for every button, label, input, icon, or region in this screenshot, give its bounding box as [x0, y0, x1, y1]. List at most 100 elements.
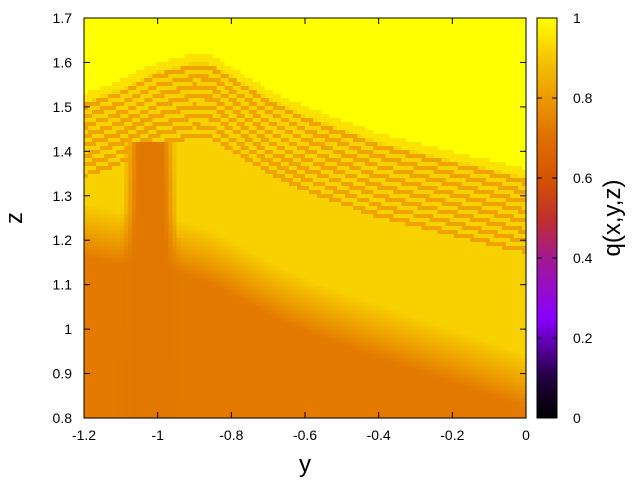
heatmap-cell — [268, 410, 274, 415]
heatmap-cell — [84, 214, 89, 219]
heatmap-cell — [188, 178, 194, 183]
heatmap-cell — [144, 142, 149, 147]
heatmap-cell — [244, 326, 250, 331]
heatmap-cell — [128, 50, 133, 55]
heatmap-cell — [208, 306, 214, 311]
heatmap-cell — [148, 42, 153, 47]
heatmap-cell — [128, 286, 133, 291]
heatmap-cell — [248, 50, 254, 55]
heatmap-cell — [188, 150, 194, 155]
heatmap-cell — [204, 250, 210, 255]
heatmap-cell — [212, 130, 218, 135]
heatmap-cell — [260, 266, 266, 271]
heatmap-cell — [264, 178, 270, 183]
heatmap-cell — [192, 22, 198, 27]
heatmap-cell — [276, 18, 282, 23]
heatmap-cell — [140, 110, 145, 115]
heatmap-cell — [148, 114, 153, 119]
heatmap-cell — [252, 58, 258, 63]
heatmap-cell — [252, 130, 258, 135]
heatmap-cell — [204, 234, 210, 239]
heatmap-cell — [168, 114, 173, 119]
heatmap-cell — [176, 42, 182, 47]
heatmap-cell — [172, 342, 178, 347]
heatmap-cell — [200, 30, 206, 35]
heatmap-cell — [212, 34, 218, 39]
heatmap-cell — [92, 206, 97, 211]
heatmap-cell — [108, 270, 113, 275]
heatmap-cell — [140, 174, 145, 179]
heatmap-cell — [148, 74, 153, 79]
heatmap-cell — [240, 86, 246, 91]
heatmap-cell — [124, 106, 129, 111]
heatmap-cell — [148, 278, 153, 283]
heatmap-cell — [240, 334, 246, 339]
heatmap-cell — [268, 378, 274, 383]
heatmap-cell — [128, 330, 133, 335]
heatmap-cell — [184, 166, 190, 171]
heatmap-cell — [144, 158, 149, 163]
heatmap-cell — [280, 134, 286, 139]
heatmap-cell — [140, 302, 145, 307]
heatmap-cell — [148, 86, 153, 91]
heatmap-cell — [172, 210, 178, 215]
heatmap-cell — [100, 102, 105, 107]
heatmap-cell — [156, 50, 161, 55]
heatmap-cell — [236, 150, 242, 155]
heatmap-cell — [180, 414, 186, 419]
heatmap-cell — [140, 398, 145, 403]
heatmap-cell — [148, 254, 153, 259]
heatmap-cell — [192, 354, 198, 359]
heatmap-cell — [156, 162, 161, 167]
heatmap-cell — [212, 242, 218, 247]
heatmap-cell — [132, 186, 137, 191]
heatmap-cell — [280, 290, 286, 295]
heatmap-cell — [180, 266, 186, 271]
heatmap-cell — [116, 46, 121, 51]
heatmap-cell — [188, 270, 194, 275]
heatmap-cell — [212, 282, 218, 287]
heatmap-cell — [168, 118, 173, 123]
heatmap-cell — [220, 54, 226, 59]
heatmap-cell — [136, 126, 141, 131]
heatmap-cell — [184, 222, 190, 227]
heatmap-cell — [200, 278, 206, 283]
heatmap-cell — [120, 126, 125, 131]
heatmap-cell — [96, 362, 101, 367]
heatmap-cell — [192, 274, 198, 279]
heatmap-cell — [84, 378, 89, 383]
heatmap-cell — [120, 214, 125, 219]
heatmap-cell — [148, 190, 153, 195]
heatmap-cell — [124, 146, 129, 151]
heatmap-cell — [164, 390, 169, 395]
heatmap-cell — [172, 26, 178, 31]
heatmap-cell — [112, 26, 117, 31]
heatmap-cell — [200, 266, 206, 271]
heatmap-cell — [132, 198, 137, 203]
heatmap-cell — [152, 338, 157, 343]
heatmap-cell — [140, 98, 145, 103]
heatmap-cell — [184, 258, 190, 263]
heatmap-cell — [188, 146, 194, 151]
heatmap-cell — [100, 66, 105, 71]
heatmap-cell — [216, 318, 222, 323]
heatmap-cell — [276, 174, 282, 179]
heatmap-cell — [244, 122, 250, 127]
heatmap-cell — [232, 182, 238, 187]
heatmap-cell — [164, 406, 169, 411]
heatmap-cell — [172, 230, 178, 235]
heatmap-cell — [132, 230, 137, 235]
heatmap-cell — [108, 190, 113, 195]
heatmap-cell — [96, 378, 101, 383]
heatmap-cell — [84, 342, 89, 347]
heatmap-cell — [104, 210, 109, 215]
heatmap-cell — [136, 30, 141, 35]
heatmap-cell — [124, 110, 129, 115]
heatmap-cell — [136, 286, 141, 291]
heatmap-cell — [96, 134, 101, 139]
heatmap-cell — [152, 194, 157, 199]
heatmap-cell — [192, 50, 198, 55]
heatmap-cell — [188, 50, 194, 55]
heatmap-cell — [184, 18, 190, 23]
heatmap-cell — [268, 270, 274, 275]
